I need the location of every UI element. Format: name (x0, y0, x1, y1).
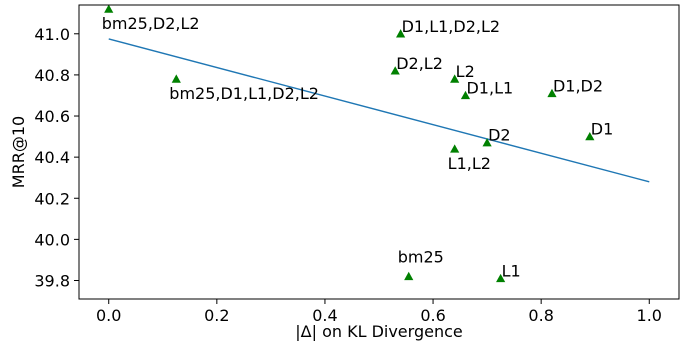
y-tick-label: 39.8 (34, 271, 70, 290)
data-point-marker (390, 66, 400, 75)
x-tick-label: 0.6 (420, 306, 445, 325)
y-tick-label: 40.2 (34, 189, 70, 208)
y-axis-label: MRR@10 (9, 116, 28, 188)
data-point-label: bm25 (398, 247, 444, 266)
labels-layer: bm25,D2,L2 bm25,D1,L1,D2,L2 D1,L1,D2,L2 D2,… (102, 14, 614, 280)
x-axis-label: |Δ| on KL Divergence (295, 322, 462, 341)
data-point-marker (496, 273, 506, 283)
x-tick-label: 1.0 (637, 306, 662, 325)
data-point-marker (585, 131, 595, 141)
trend-line (108, 38, 650, 183)
points-layer (104, 4, 595, 283)
data-point-label: D1 (591, 120, 614, 139)
data-point-label: L1 (502, 261, 521, 280)
x-tick-label: 0.2 (204, 306, 229, 325)
data-point-label: D1,D2 (553, 76, 603, 95)
x-tick-label: 0.0 (96, 306, 121, 325)
y-tick-label: 40.4 (34, 148, 70, 167)
data-point-label: bm25,D2,L2 (102, 14, 200, 33)
data-point-marker (404, 271, 414, 281)
data-point-label: bm25,D1,L1,D2,L2 (169, 84, 319, 103)
y-tick-label: 40.6 (34, 107, 70, 126)
data-point-marker (450, 74, 460, 83)
data-point-marker (171, 74, 181, 83)
x-axis-ticks: 0.0 0.2 0.4 0.6 0.8 1.0 (96, 299, 662, 325)
plot-frame (78, 4, 680, 300)
data-point-label: L2 (456, 62, 475, 81)
x-tick-label: 0.4 (312, 306, 337, 325)
y-axis-ticks: 39.8 40.0 40.2 40.4 40.6 40.8 41.0 (34, 25, 79, 290)
x-tick-label: 0.8 (528, 306, 553, 325)
data-point-marker (482, 138, 492, 147)
trend-layer (108, 38, 650, 183)
data-point-marker (396, 29, 406, 38)
data-point-label: D1,L1,D2,L2 (402, 17, 500, 36)
y-tick-label: 40.8 (34, 66, 70, 85)
data-point-marker (450, 144, 460, 153)
y-tick-label: 40.0 (34, 230, 70, 249)
data-point-label: D1,L1 (466, 78, 513, 97)
data-point-label: D2 (488, 126, 511, 145)
data-point-marker (104, 4, 114, 13)
y-tick-label: 41.0 (34, 25, 70, 44)
data-point-label: D2,L2 (396, 54, 443, 73)
data-point-marker (547, 88, 557, 98)
data-point-label: L1,L2 (448, 154, 491, 173)
data-point-marker (460, 90, 471, 100)
